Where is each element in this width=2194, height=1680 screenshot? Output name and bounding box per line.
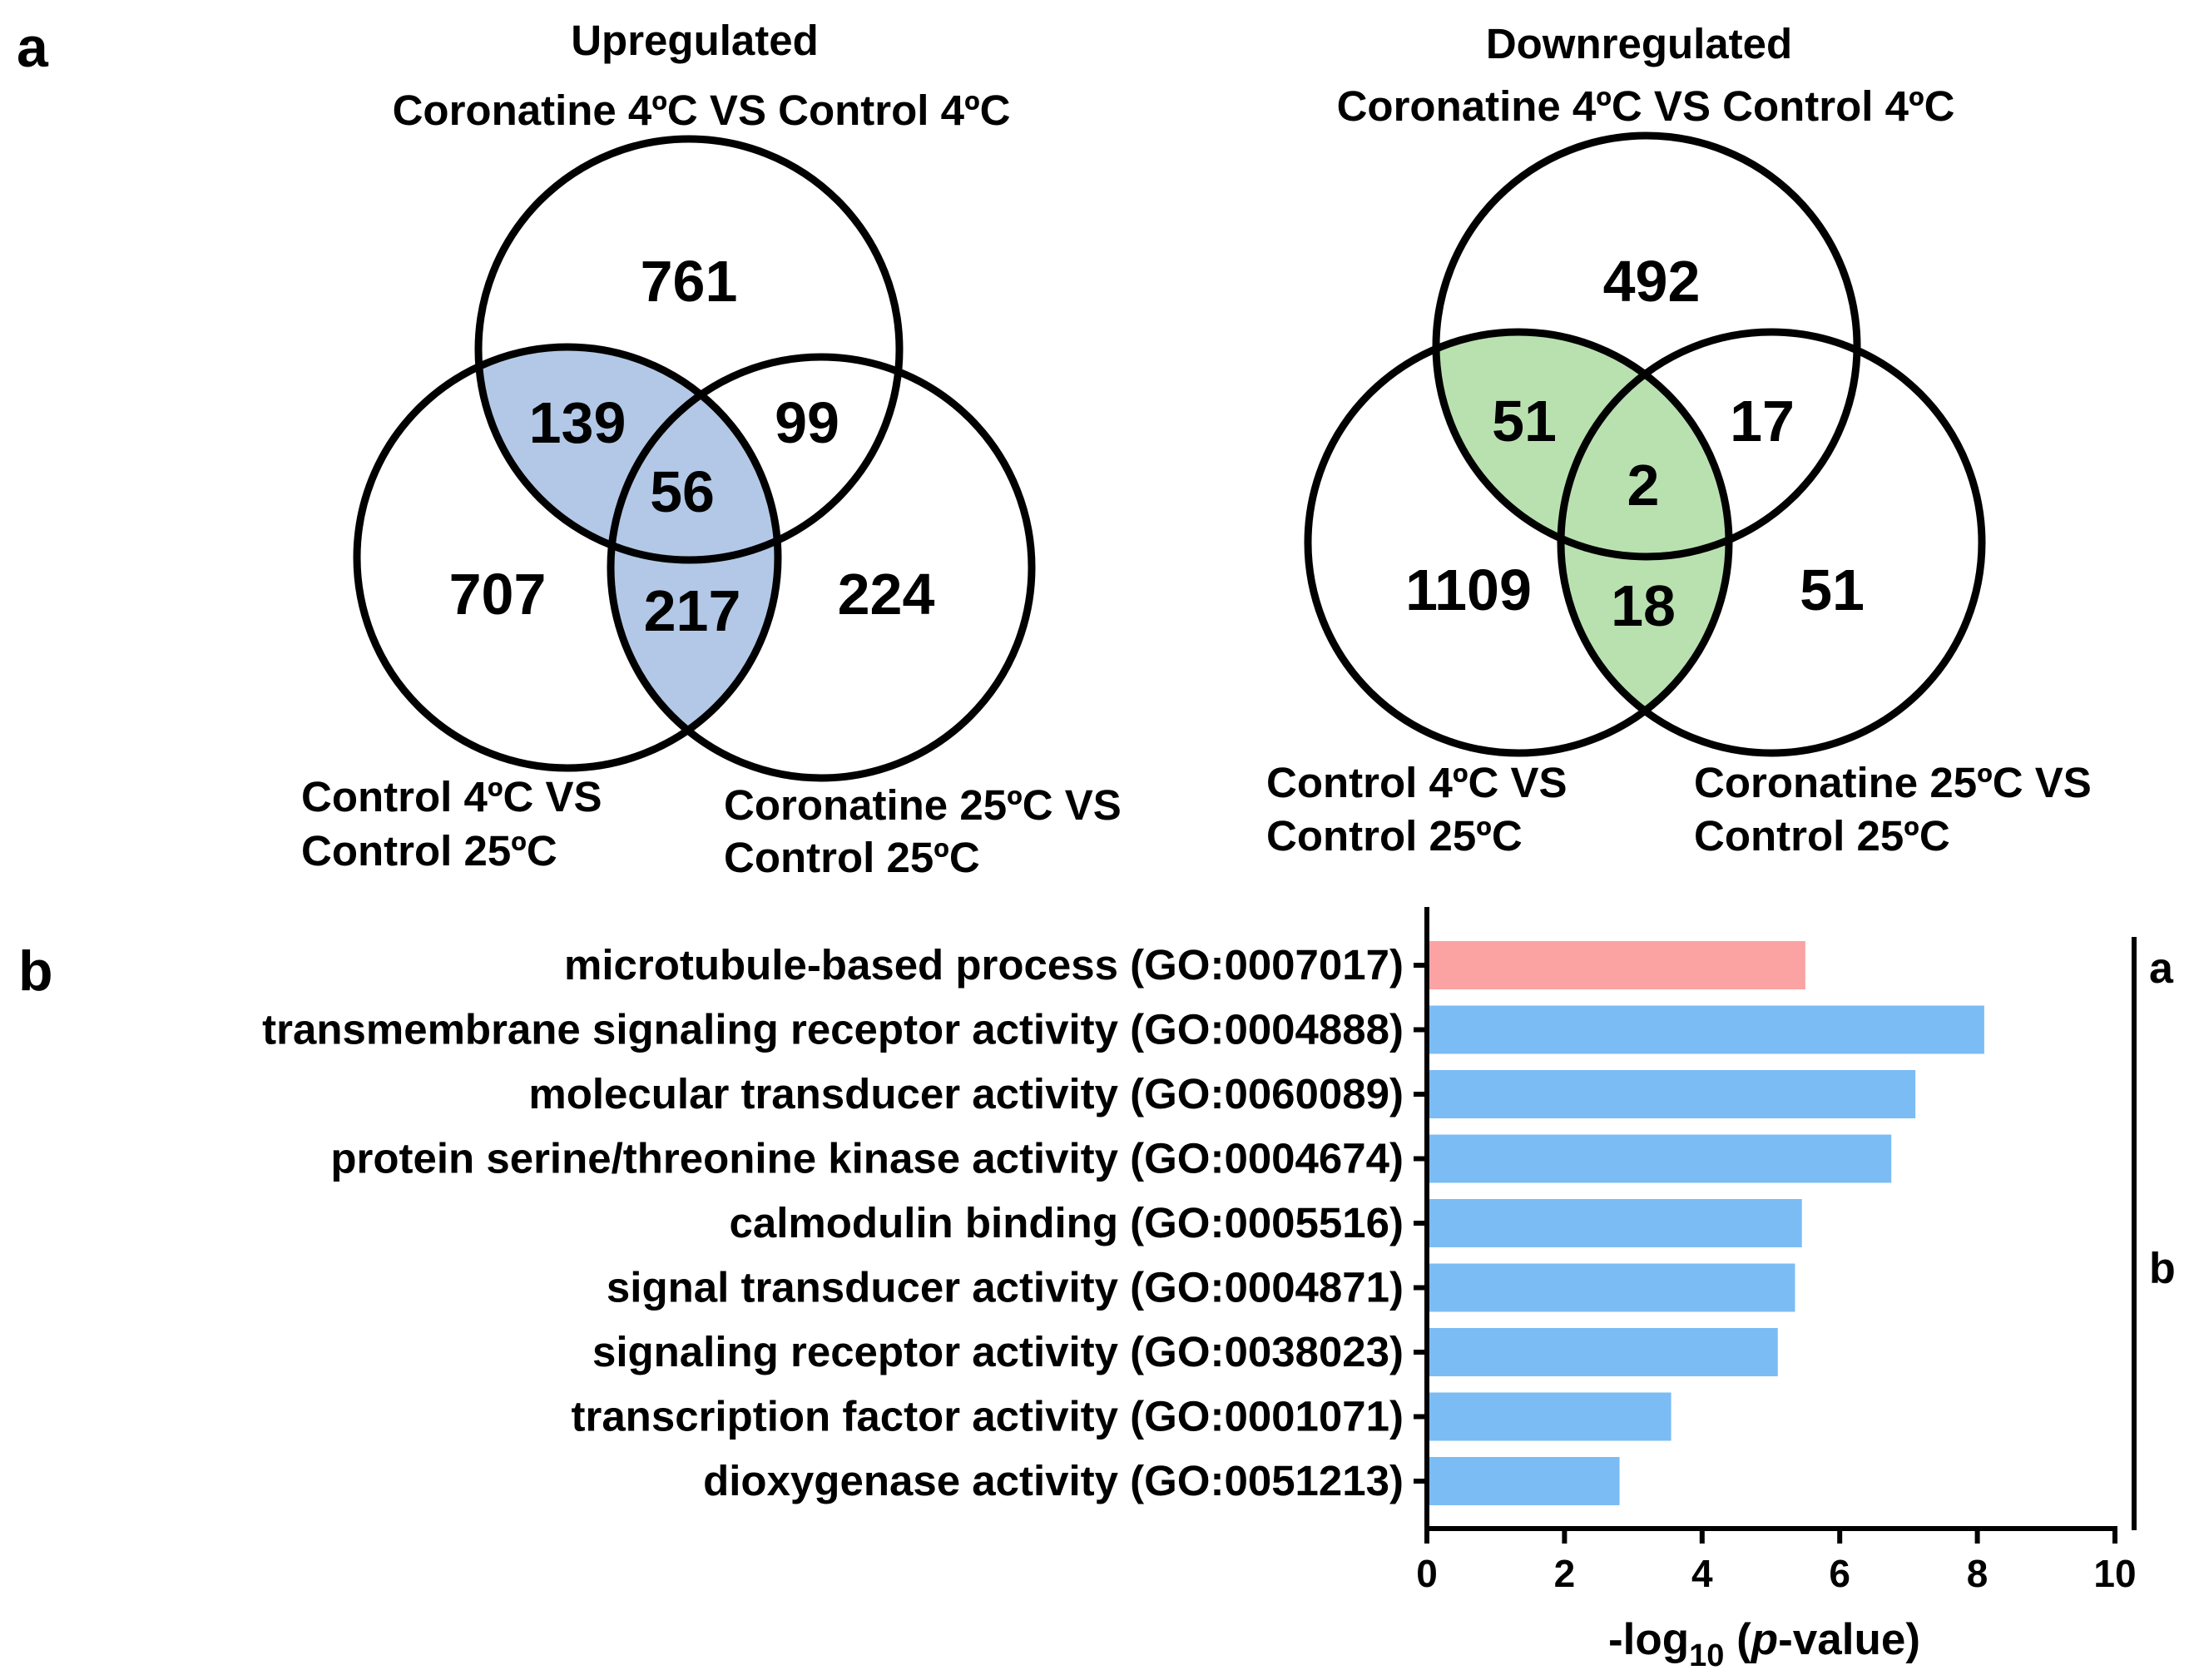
x-tick-label-5: 10: [2093, 1552, 2136, 1595]
venn-down-count-left-only: 1109: [1405, 558, 1532, 622]
bar-7: [1427, 1393, 1672, 1441]
panel-label-b: b: [18, 939, 53, 1003]
venn-up-count-left-only: 707: [449, 562, 547, 627]
venn-up-count-top-only: 761: [641, 249, 738, 314]
venn-up-count-all: 56: [650, 459, 715, 524]
venn-up-right-label-1: Coronatine 25ºC VS: [724, 781, 1122, 829]
venn-up-top-label: Coronatine 4ºC VS Control 4ºC: [393, 87, 1011, 134]
category-label-5: signal transducer activity (GO:0004871): [607, 1264, 1404, 1311]
venn-down-count-left-right: 18: [1611, 573, 1676, 638]
figure: a Upregulated Coronatine 4ºC VS Control …: [0, 0, 2194, 1680]
bar-3: [1427, 1135, 1891, 1183]
venn-up-count-top-right: 99: [775, 390, 839, 455]
x-tick-label-0: 0: [1416, 1552, 1438, 1595]
category-label-1: transmembrane signaling receptor activit…: [262, 1006, 1404, 1053]
category-label-0: microtubule-based process (GO:0007017): [564, 941, 1404, 989]
x-axis-ticks: 0 2 4 6 8 10: [1416, 1529, 2136, 1595]
category-labels: microtubule-based process (GO:0007017) tr…: [262, 941, 1404, 1504]
category-label-2: molecular transducer activity (GO:006008…: [528, 1070, 1404, 1118]
bar-6: [1427, 1328, 1778, 1376]
category-label-6: signaling receptor activity (GO:0038023): [592, 1328, 1404, 1375]
venn-down-count-top-left: 51: [1492, 389, 1557, 453]
venn-up-right-label-2: Control 25ºC: [724, 834, 980, 881]
panel-label-a: a: [17, 16, 49, 79]
venn-down-top-label: Coronatine 4ºC VS Control 4ºC: [1337, 82, 1955, 130]
category-label-7: transcription factor activity (GO:000107…: [571, 1393, 1404, 1440]
go-enrichment-bar-chart: microtubule-based process (GO:0007017) tr…: [262, 907, 2176, 1673]
venn-down-right-label-2: Control 25ºC: [1694, 812, 1950, 860]
group-label-a: a: [2149, 944, 2174, 993]
venn-up-left-label-1: Control 4ºC VS: [301, 773, 602, 820]
bar-4: [1427, 1199, 1802, 1247]
bar-2: [1427, 1070, 1915, 1118]
group-label-b: b: [2149, 1244, 2176, 1292]
venn-down-count-top-only: 492: [1603, 249, 1701, 314]
venn-up-count-top-left: 139: [529, 390, 627, 455]
bar-1: [1427, 1006, 1984, 1054]
venn-down-count-right-only: 51: [1800, 558, 1865, 622]
x-axis-title-italic: p: [1750, 1615, 1778, 1664]
category-label-4: calmodulin binding (GO:0005516): [730, 1199, 1404, 1246]
x-axis-title-prefix: -log: [1608, 1615, 1689, 1664]
x-tick-label-1: 2: [1554, 1552, 1576, 1595]
x-axis-title-rest: -value): [1778, 1615, 1920, 1664]
bars: [1427, 941, 1984, 1505]
venn-down-header: Downregulated: [1486, 20, 1792, 67]
venn-down-left-label-2: Control 25ºC: [1266, 812, 1523, 860]
bar-0: [1427, 941, 1805, 989]
category-label-3: protein serine/threonine kinase activity…: [330, 1135, 1404, 1182]
venn-down-count-all: 2: [1627, 453, 1660, 518]
venn-down-right-label-1: Coronatine 25ºC VS: [1694, 759, 2092, 806]
category-label-8: dioxygenase activity (GO:0051213): [703, 1457, 1404, 1504]
x-tick-label-3: 6: [1829, 1552, 1850, 1595]
x-tick-label-2: 4: [1691, 1552, 1713, 1595]
x-axis-title-subscript: 10: [1689, 1638, 1724, 1673]
bar-8: [1427, 1457, 1620, 1505]
venn-down-left-label-1: Control 4ºC VS: [1266, 759, 1567, 806]
bar-5: [1427, 1264, 1795, 1312]
venn-up-header: Upregulated: [571, 17, 819, 64]
venn-up-count-left-right: 217: [644, 578, 741, 643]
x-axis-title-open: (: [1724, 1615, 1751, 1664]
venn-down-count-top-right: 17: [1730, 389, 1795, 453]
x-tick-label-4: 8: [1967, 1552, 1988, 1595]
venn-upregulated: Upregulated Coronatine 4ºC VS Control 4º…: [301, 17, 1122, 881]
venn-up-count-right-only: 224: [838, 562, 935, 627]
venn-downregulated: Downregulated Coronatine 4ºC VS Control …: [1266, 20, 2092, 860]
group-brackets: ab: [2134, 937, 2176, 1530]
venn-up-left-label-2: Control 25ºC: [301, 827, 557, 875]
x-axis-title: -log10 (p-value): [1608, 1615, 1920, 1673]
